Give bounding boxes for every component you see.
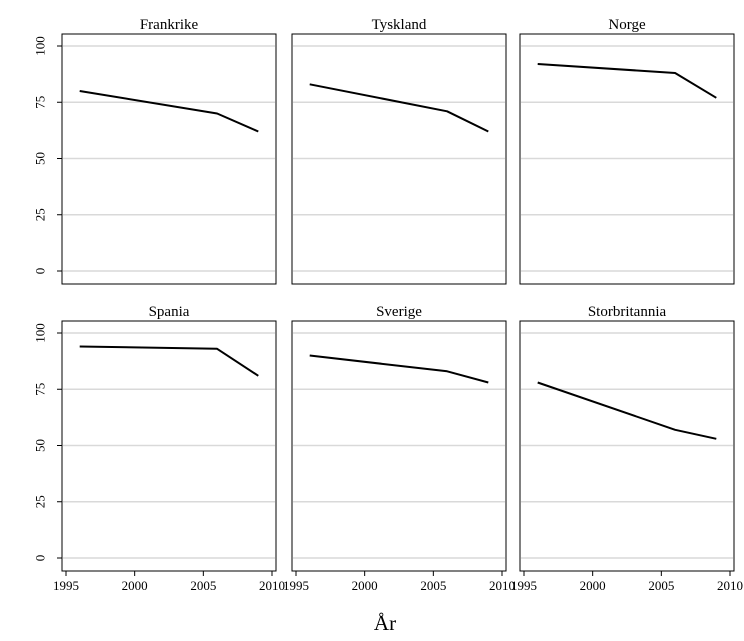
y-tick-label: 50 (33, 152, 48, 165)
x-tick-label: 1995 (53, 578, 79, 593)
y-tick-label: 50 (33, 439, 48, 452)
x-tick-label: 2005 (190, 578, 216, 593)
y-tick-label: 0 (33, 268, 48, 275)
x-tick-label: 2010 (259, 578, 285, 593)
series-line (79, 345, 259, 377)
y-tick-label: 100 (33, 323, 48, 343)
x-tick-label: 1995 (511, 578, 537, 593)
y-tick-label: 0 (33, 555, 48, 562)
panel-frankrike: Frankrike 0 25 50 75 100 (33, 17, 277, 285)
x-axis-label: År (374, 611, 396, 635)
series-line (309, 83, 489, 133)
y-tick-label: 25 (33, 208, 48, 221)
series-line (309, 354, 489, 384)
x-tick-label: 1995 (283, 578, 309, 593)
y-tick-label: 100 (33, 36, 48, 56)
panel-storbritannia: Storbritannia 1995 2000 2005 2010 (511, 304, 743, 593)
panel-title: Storbritannia (588, 304, 667, 320)
panel-sverige: Sverige 1995 2000 2005 2010 (283, 304, 515, 593)
x-tick-label: 2010 (489, 578, 515, 593)
x-tick-label: 2000 (122, 578, 148, 593)
x-tick-label: 2010 (717, 578, 743, 593)
panel-title: Frankrike (140, 17, 199, 33)
y-tick-label: 25 (33, 495, 48, 508)
x-tick-label: 2005 (648, 578, 674, 593)
panel-title: Tyskland (372, 17, 427, 33)
series-line (79, 90, 259, 133)
panel-title: Spania (149, 304, 190, 320)
panel-spania: Spania 0 25 50 75 100 1995 2000 2005 2010 (33, 304, 286, 593)
y-tick-label: 75 (33, 383, 48, 396)
panel-norge: Norge (519, 17, 735, 285)
y-tick-label: 75 (33, 96, 48, 109)
series-line (537, 381, 717, 440)
panel-tyskland: Tyskland (291, 17, 507, 285)
series-line (537, 63, 717, 99)
panel-title: Norge (608, 17, 646, 33)
panel-title: Sverige (376, 304, 422, 320)
x-tick-label: 2005 (420, 578, 446, 593)
x-tick-label: 2000 (580, 578, 606, 593)
x-tick-label: 2000 (352, 578, 378, 593)
